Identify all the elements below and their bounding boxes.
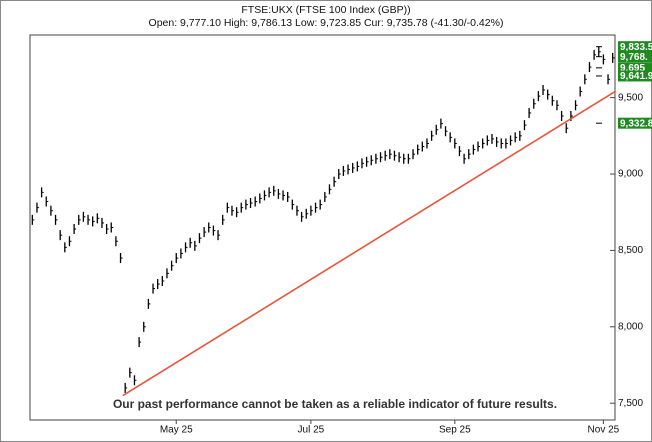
level-label: 9,768.	[620, 52, 648, 63]
level-box	[618, 62, 652, 74]
plot-area	[29, 34, 616, 421]
y-tick-label: 8,000	[618, 321, 643, 332]
chart-subtitle: Open: 9,777.10 High: 9,786.13 Low: 9,723…	[149, 17, 504, 29]
x-tick-label: May 25	[160, 425, 193, 436]
level-box	[618, 41, 652, 53]
level-box	[618, 117, 652, 129]
y-tick-label: 7,500	[618, 398, 643, 409]
y-tick-label: 9,500	[618, 92, 643, 103]
trend-line	[122, 90, 616, 397]
disclaimer: Our past performance cannot be taken as …	[113, 397, 557, 411]
level-label: 9,332.8	[620, 118, 652, 129]
x-tick-label: Jul 25	[298, 425, 325, 436]
level-label: 9,833.5	[620, 42, 652, 53]
level-box	[618, 70, 652, 82]
chart-title: FTSE:UKX (FTSE 100 Index (GBP))	[241, 4, 410, 16]
x-tick-label: Sep 25	[439, 425, 471, 436]
level-label: 9,641.9	[620, 71, 652, 82]
level-box	[618, 51, 652, 63]
y-tick-label: 8,500	[618, 245, 643, 256]
x-tick-label: Nov 25	[588, 425, 620, 436]
level-label: 9,695	[620, 63, 645, 74]
y-tick-label: 9,000	[618, 169, 643, 180]
